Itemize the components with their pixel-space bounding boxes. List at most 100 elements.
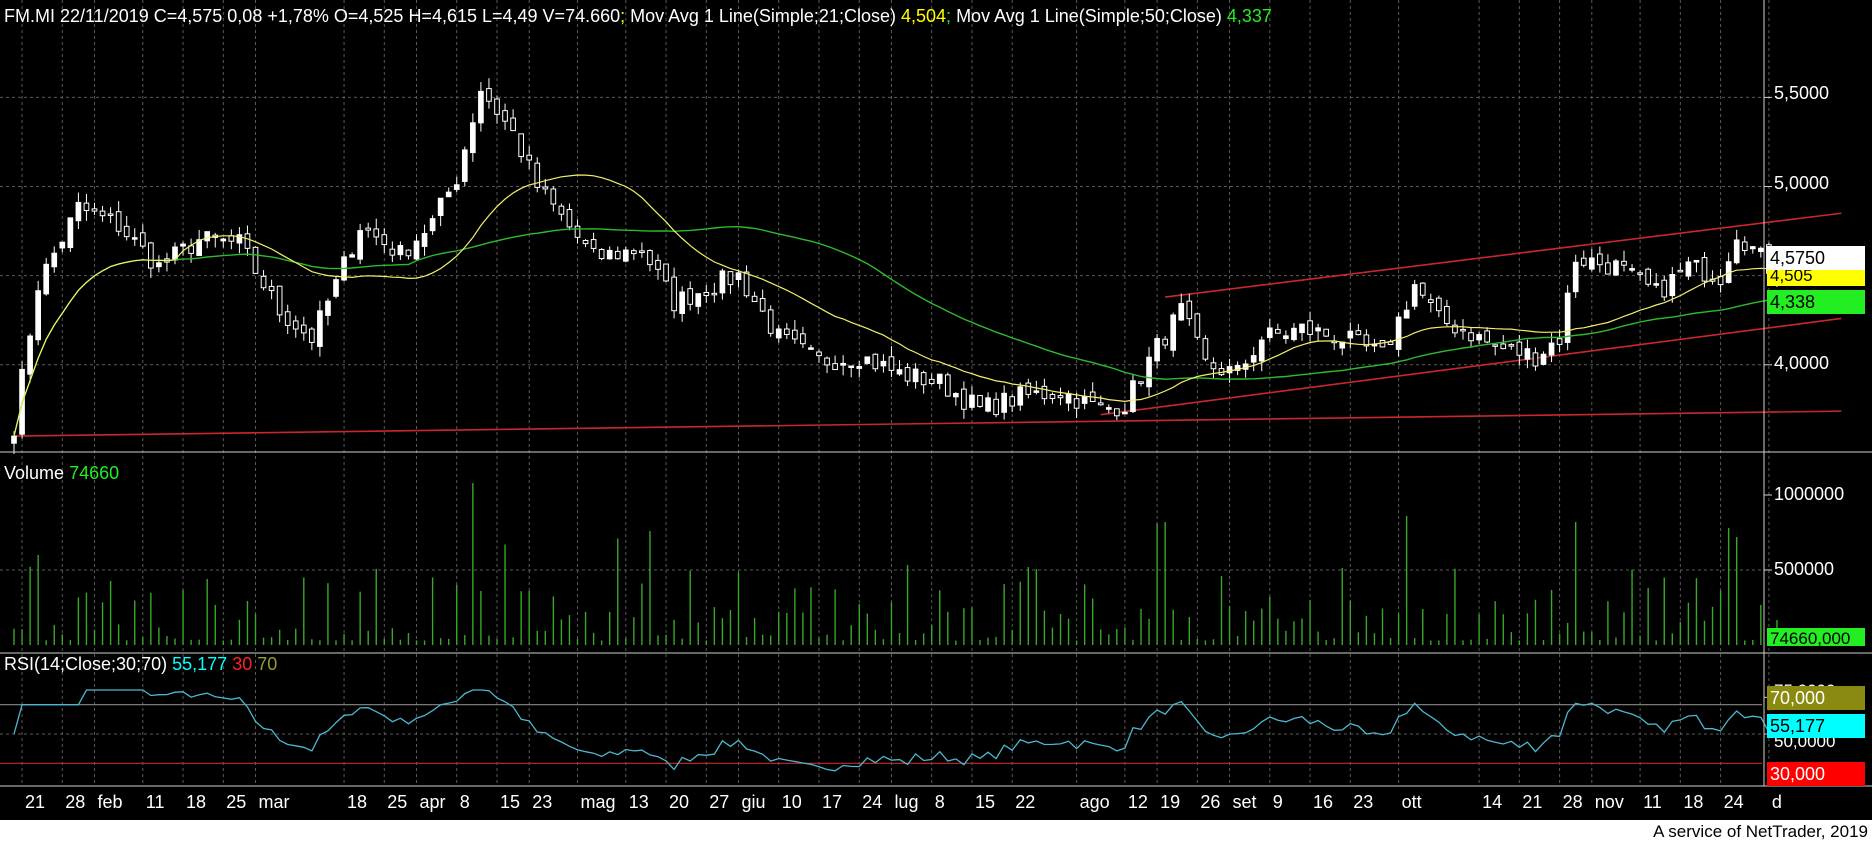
candle-body xyxy=(679,291,685,315)
candle-body xyxy=(703,291,710,297)
candle-body xyxy=(1154,338,1160,362)
candle-body xyxy=(687,288,694,305)
candle-body xyxy=(381,234,388,246)
ma50-line xyxy=(13,225,1802,437)
x-axis-label: ott xyxy=(1402,792,1422,812)
candle-body xyxy=(1210,362,1217,370)
x-axis-label: set xyxy=(1233,792,1257,812)
candle-body xyxy=(437,197,444,216)
x-axis-label: 20 xyxy=(669,792,689,812)
volume-header: Volume 74660 xyxy=(4,463,119,483)
rsi-high-badge xyxy=(1767,686,1865,710)
moving-average-layer xyxy=(13,174,1802,437)
candle-body xyxy=(832,363,838,371)
ma50-badge-text: 4,338 xyxy=(1770,292,1815,312)
candle-body xyxy=(880,360,887,367)
candle-body xyxy=(1532,352,1539,367)
candle-body xyxy=(631,250,637,255)
candle-body xyxy=(671,276,677,312)
candle-body xyxy=(558,205,565,215)
candle-body xyxy=(1492,344,1499,347)
candle-body xyxy=(1444,305,1450,325)
x-axis-label: 25 xyxy=(226,792,246,812)
x-axis-label: 22 xyxy=(1015,792,1035,812)
candle-body xyxy=(1500,343,1507,350)
candle-body xyxy=(405,249,412,257)
candle-body xyxy=(1049,393,1056,400)
x-axis-label: feb xyxy=(98,792,123,812)
candle-body xyxy=(1468,332,1474,342)
candle-body xyxy=(389,248,396,256)
candle-body xyxy=(1436,297,1442,312)
candle-body xyxy=(647,250,653,266)
x-axis-label: 19 xyxy=(1160,792,1180,812)
candle-body xyxy=(1613,260,1619,276)
candle-body xyxy=(300,324,307,334)
candle-body xyxy=(1548,342,1555,356)
x-axis-label: 21 xyxy=(25,792,45,812)
candle-body xyxy=(1105,407,1112,410)
candle-body xyxy=(131,237,138,240)
candle-body xyxy=(767,309,774,334)
candle-body xyxy=(1194,313,1201,338)
x-axis-label: 8 xyxy=(460,792,470,812)
candle-body xyxy=(1484,330,1490,343)
stock-chart: 21 28 feb 11 18 25 mar 18 25 apr 8 15 23 mag 13 20 27 giu… xyxy=(0,0,1872,820)
x-axis-label: 14 xyxy=(1482,792,1502,812)
x-axis-label: 17 xyxy=(822,792,842,812)
candle-body xyxy=(1073,398,1080,409)
candle-body xyxy=(1041,385,1048,400)
candle-body xyxy=(1065,393,1072,404)
candle-body xyxy=(969,394,975,408)
trendline xyxy=(1100,317,1842,416)
candle-body xyxy=(1186,300,1193,320)
candle-body xyxy=(655,259,661,270)
symbol-line: FM.MI 22/11/2019 C=4,575 0,08 +1,78% O=4… xyxy=(4,6,620,26)
candle-body xyxy=(1081,395,1088,404)
rsi-high-badge-text: 70,000 xyxy=(1770,688,1825,708)
candle-layer xyxy=(11,78,1804,454)
candle-body xyxy=(349,254,355,258)
ma21-badge-text: 4,505 xyxy=(1770,266,1813,285)
x-axis-label: 11 xyxy=(1643,792,1662,812)
candle-body xyxy=(510,117,516,132)
candle-body xyxy=(1452,324,1458,334)
x-axis-label: 26 xyxy=(1200,792,1220,812)
candle-body xyxy=(864,356,871,364)
candle-body xyxy=(526,154,533,161)
candle-body xyxy=(1733,239,1740,264)
ma21-label: Mov Avg 1 Line(Simple;21;Close) xyxy=(630,6,896,26)
x-axis-label: 13 xyxy=(629,792,649,812)
candle-body xyxy=(1677,269,1684,273)
candle-body xyxy=(1508,344,1515,347)
candle-body xyxy=(1114,408,1120,417)
candle-body xyxy=(1693,259,1700,263)
ma21-badge xyxy=(1767,268,1865,286)
candle-body xyxy=(1540,353,1547,365)
candle-body xyxy=(1323,328,1329,337)
candle-body xyxy=(566,209,573,228)
candle-body xyxy=(1266,327,1273,339)
candle-body xyxy=(751,295,758,303)
volume-badge-text: 74660,000 xyxy=(1770,629,1850,648)
candle-body xyxy=(1299,323,1305,334)
candle-body xyxy=(478,90,484,124)
grid-layer xyxy=(0,0,1770,785)
candle-body xyxy=(1025,382,1032,395)
candle-body xyxy=(139,232,146,247)
candle-body xyxy=(1524,348,1531,360)
candle-body xyxy=(1315,327,1321,332)
trendline xyxy=(13,410,1842,437)
candle-body xyxy=(606,249,613,260)
candle-body xyxy=(743,271,750,297)
candle-body xyxy=(1645,268,1651,285)
volume-tick: 500000 xyxy=(1774,559,1834,579)
candle-body xyxy=(1307,320,1313,335)
x-axis-label: 24 xyxy=(862,792,882,812)
candle-body xyxy=(1202,338,1209,360)
candle-body xyxy=(1170,314,1177,351)
x-axis-label: 15 xyxy=(975,792,995,812)
candle-body xyxy=(148,242,154,269)
candle-body xyxy=(1033,390,1040,393)
candle-body xyxy=(1605,262,1611,275)
